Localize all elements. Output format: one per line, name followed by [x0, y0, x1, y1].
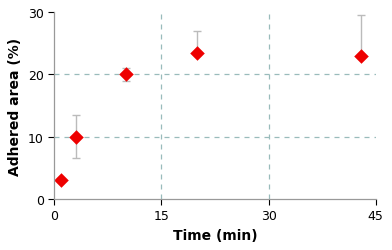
- Y-axis label: Adhered area (%): Adhered area (%): [8, 37, 22, 175]
- Point: [358, 54, 365, 58]
- X-axis label: Time (min): Time (min): [172, 228, 257, 242]
- Point: [122, 73, 129, 77]
- Point: [73, 135, 79, 139]
- Point: [58, 178, 64, 182]
- Point: [194, 52, 200, 56]
